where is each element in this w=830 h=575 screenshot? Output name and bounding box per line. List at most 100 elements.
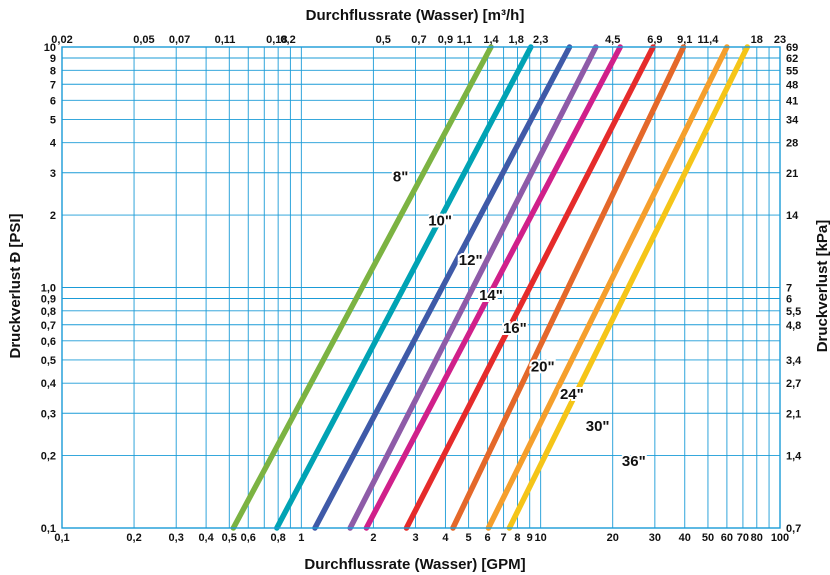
series-label: 12" [459, 252, 483, 269]
x-top-tick-label: 0,2 [280, 34, 295, 46]
y-tick-label: 9 [50, 53, 56, 65]
y-tick-label: 8 [50, 65, 56, 77]
x-axis-title-top: Durchflussrate (Wasser) [m³/h] [306, 7, 525, 24]
series-line [403, 44, 656, 531]
y-right-tick-label: 34 [786, 114, 799, 126]
grid [61, 47, 780, 529]
x-tick-label: 6 [485, 532, 491, 544]
y-tick-label: 1,0 [41, 283, 56, 295]
y-tick-label: 0,3 [41, 408, 56, 420]
y-axis-title-right: Druckverlust [kPa] [814, 220, 830, 353]
x-tick-label: 10 [535, 532, 547, 544]
y-right-tick-label: 48 [786, 79, 798, 91]
y-right-tick-label: 0,7 [786, 523, 801, 535]
series-label: 16" [503, 320, 527, 337]
series-line [312, 44, 573, 531]
y-tick-label: 0,5 [41, 355, 56, 367]
y-tick-label: 0,7 [41, 320, 56, 332]
x-top-tick-label: 1,8 [509, 34, 524, 46]
x-tick-label: 0,5 [222, 532, 237, 544]
y-tick-label: 0,8 [41, 306, 56, 318]
x-top-tick-label: 1,1 [457, 34, 472, 46]
x-tick-label: 60 [721, 532, 733, 544]
y-right-tick-label: 3,4 [786, 355, 802, 367]
tick-labels: 0,1 0,2 0,3 0,4 0,5 0,6 0,8 1 2 3 4 5 6 7 8 9 10 20 30 40 50… [41, 34, 802, 544]
y-axis-title-left: Druckverlust Ð [PSI] [7, 213, 24, 358]
series-line [485, 44, 730, 531]
x-tick-label: 5 [466, 532, 472, 544]
y-tick-label: 2 [50, 210, 56, 222]
y-right-tick-label: 6 [786, 294, 792, 306]
x-tick-label: 0,3 [169, 532, 184, 544]
x-tick-label: 30 [649, 532, 661, 544]
x-tick-label: 2 [370, 532, 376, 544]
x-top-tick-label: 0,07 [169, 34, 190, 46]
y-right-tick-label: 55 [786, 65, 798, 77]
x-top-tick-label: 0,11 [215, 34, 236, 46]
x-top-tick-label: 0,9 [438, 34, 453, 46]
series-label: 36" [622, 453, 646, 470]
series-line [363, 44, 623, 531]
x-top-tick-label: 11,4 [698, 34, 720, 46]
x-axis-title-bottom: Durchflussrate (Wasser) [GPM] [304, 556, 525, 573]
x-tick-label: 50 [702, 532, 714, 544]
y-tick-label: 6 [50, 95, 56, 107]
x-top-tick-label: 0,5 [376, 34, 391, 46]
x-tick-label: 7 [501, 532, 507, 544]
x-top-tick-label: 0,7 [411, 34, 426, 46]
series-label: 14" [479, 287, 503, 304]
x-tick-label: 0,4 [198, 532, 214, 544]
series-label: 10" [428, 212, 452, 229]
x-tick-label: 4 [442, 532, 449, 544]
x-tick-label: 80 [751, 532, 763, 544]
series-line [274, 44, 534, 531]
x-top-tick-label: 4,5 [605, 34, 620, 46]
x-tick-label: 1 [298, 532, 304, 544]
y-right-tick-label: 2,1 [786, 408, 801, 420]
y-tick-label: 7 [50, 79, 56, 91]
y-tick-label: 3 [50, 168, 56, 180]
x-tick-label: 3 [412, 532, 418, 544]
x-top-tick-label: 6,9 [647, 34, 662, 46]
series-label: 8" [393, 168, 408, 185]
y-tick-label: 0,4 [41, 378, 57, 390]
series-line [450, 44, 687, 531]
y-right-tick-label: 62 [786, 53, 798, 65]
x-top-tick-label: 1,4 [483, 34, 499, 46]
y-tick-label: 10 [44, 42, 56, 54]
x-tick-label: 8 [514, 532, 520, 544]
x-tick-label: 0,8 [270, 532, 285, 544]
y-right-tick-label: 69 [786, 42, 798, 54]
y-right-tick-label: 1,4 [786, 451, 802, 463]
series-lines [230, 44, 751, 531]
y-right-tick-label: 14 [786, 210, 799, 222]
y-right-tick-label: 7 [786, 283, 792, 295]
y-right-tick-label: 28 [786, 138, 798, 150]
y-tick-label: 5 [50, 114, 56, 126]
series-label: 30" [586, 418, 610, 435]
y-tick-label: 0,6 [41, 336, 56, 348]
x-top-tick-label: 0,18 [266, 34, 287, 46]
x-tick-label: 70 [737, 532, 749, 544]
y-right-tick-label: 2,7 [786, 378, 801, 390]
x-tick-label: 20 [607, 532, 619, 544]
x-top-tick-label: 0,02 [51, 34, 72, 46]
series-label: 20" [531, 358, 555, 375]
x-tick-label: 0,6 [241, 532, 256, 544]
y-tick-label: 0,9 [41, 294, 56, 306]
x-top-tick-label: 2,3 [533, 34, 548, 46]
y-right-tick-label: 21 [786, 168, 798, 180]
x-tick-label: 0,1 [54, 532, 69, 544]
x-tick-label: 9 [527, 532, 533, 544]
series-line [347, 44, 599, 531]
series-line [506, 44, 751, 531]
series-line [230, 44, 494, 531]
x-top-tick-label: 23 [774, 34, 786, 46]
y-tick-label: 0,1 [41, 523, 56, 535]
y-right-tick-label: 4,8 [786, 320, 801, 332]
x-tick-label: 100 [771, 532, 789, 544]
y-tick-label: 0,2 [41, 451, 56, 463]
y-right-tick-label: 5,5 [786, 306, 801, 318]
plot-frame [61, 46, 781, 529]
